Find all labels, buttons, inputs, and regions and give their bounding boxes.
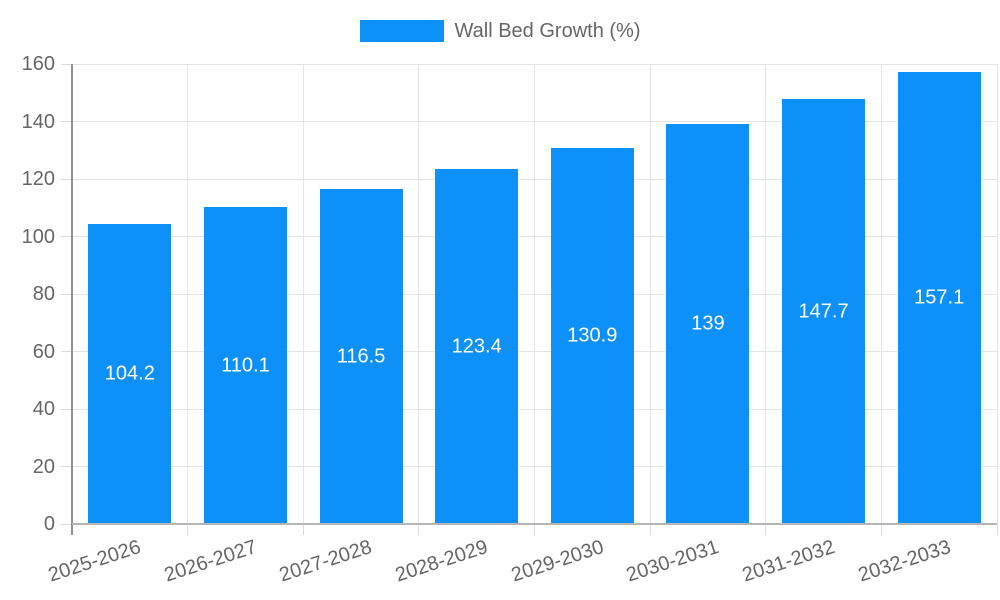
legend-item[interactable]: Wall Bed Growth (%): [0, 18, 1000, 44]
bar-value-label: 139: [691, 312, 725, 335]
bar-2032-2033[interactable]: 157.1: [897, 72, 981, 524]
x-axis-tick: [649, 524, 651, 535]
bar-value-label: 157.1: [914, 286, 965, 309]
y-axis-tick: [61, 351, 72, 352]
bar-2029-2030[interactable]: 130.9: [550, 147, 634, 524]
x-axis-label: 2030-2031: [623, 536, 722, 587]
x-axis-tick: [187, 524, 189, 535]
y-axis-tick: [61, 63, 72, 65]
bar-2028-2029[interactable]: 123.4: [435, 169, 519, 524]
x-axis-tick: [534, 524, 535, 535]
bar-2026-2027[interactable]: 110.1: [203, 207, 287, 524]
x-axis-tick: [880, 524, 882, 535]
gridline-vertical: [649, 64, 651, 524]
x-axis-label: 2028-2029: [392, 536, 491, 587]
x-axis-label: 2032-2033: [855, 536, 953, 587]
y-axis-tick: [61, 523, 72, 525]
y-axis-label: 0: [43, 513, 55, 535]
gridline-vertical: [880, 64, 882, 524]
bar-2031-2032[interactable]: 147.7: [782, 99, 866, 524]
bar-2027-2028[interactable]: 116.5: [319, 189, 403, 524]
bar-value-label: 147.7: [798, 300, 849, 323]
x-axis-tick: [302, 524, 304, 535]
legend-swatch: [359, 20, 444, 42]
bar-value-label: 104.2: [104, 362, 155, 385]
plot-area: 104.2 110.1 116.5 123.4 130.9 139 147.7 157.1: [72, 63, 998, 524]
y-axis-label: 120: [21, 168, 55, 190]
gridline-vertical: [302, 64, 304, 524]
y-axis-tick: [61, 408, 72, 410]
y-axis-label: 160: [21, 53, 55, 75]
x-axis-label: 2031-2032: [739, 536, 838, 587]
bar-2025-2026[interactable]: 104.2: [88, 224, 172, 524]
bar-2030-2031[interactable]: 139: [666, 124, 750, 524]
x-axis-label: 2026-2027: [161, 536, 260, 587]
y-axis-tick: [61, 466, 72, 467]
x-axis-tick: [996, 524, 998, 535]
legend-label: Wall Bed Growth (%): [454, 20, 641, 42]
bar-value-label: 116.5: [336, 345, 386, 368]
x-axis-label: 2025-2026: [45, 536, 144, 587]
x-axis-label: 2029-2030: [508, 536, 607, 587]
y-axis-label: 20: [32, 455, 55, 478]
bar-value-label: 123.4: [451, 335, 502, 358]
y-axis-tick: [61, 178, 72, 180]
bar-value-label: 110.1: [221, 354, 270, 377]
y-axis-tick: [61, 236, 72, 237]
x-axis-tick: [765, 524, 767, 535]
y-axis-label: 80: [32, 283, 55, 305]
x-axis-tick: [418, 524, 420, 535]
gridline-vertical: [187, 64, 189, 524]
y-axis-line: [71, 64, 73, 535]
y-axis-label: 100: [21, 225, 55, 248]
y-axis-tick: [61, 121, 72, 122]
y-axis-label: 140: [21, 110, 55, 133]
bar-value-label: 130.9: [567, 324, 618, 347]
gridline-vertical: [418, 64, 420, 524]
gridline-vertical: [996, 64, 998, 524]
x-axis-label: 2027-2028: [277, 536, 375, 587]
x-axis-line: [72, 523, 997, 525]
y-axis-tick: [61, 293, 72, 295]
gridline-vertical: [534, 64, 535, 524]
y-axis-label: 40: [32, 398, 55, 420]
y-axis-label: 60: [32, 340, 55, 363]
gridline-vertical: [765, 64, 767, 524]
